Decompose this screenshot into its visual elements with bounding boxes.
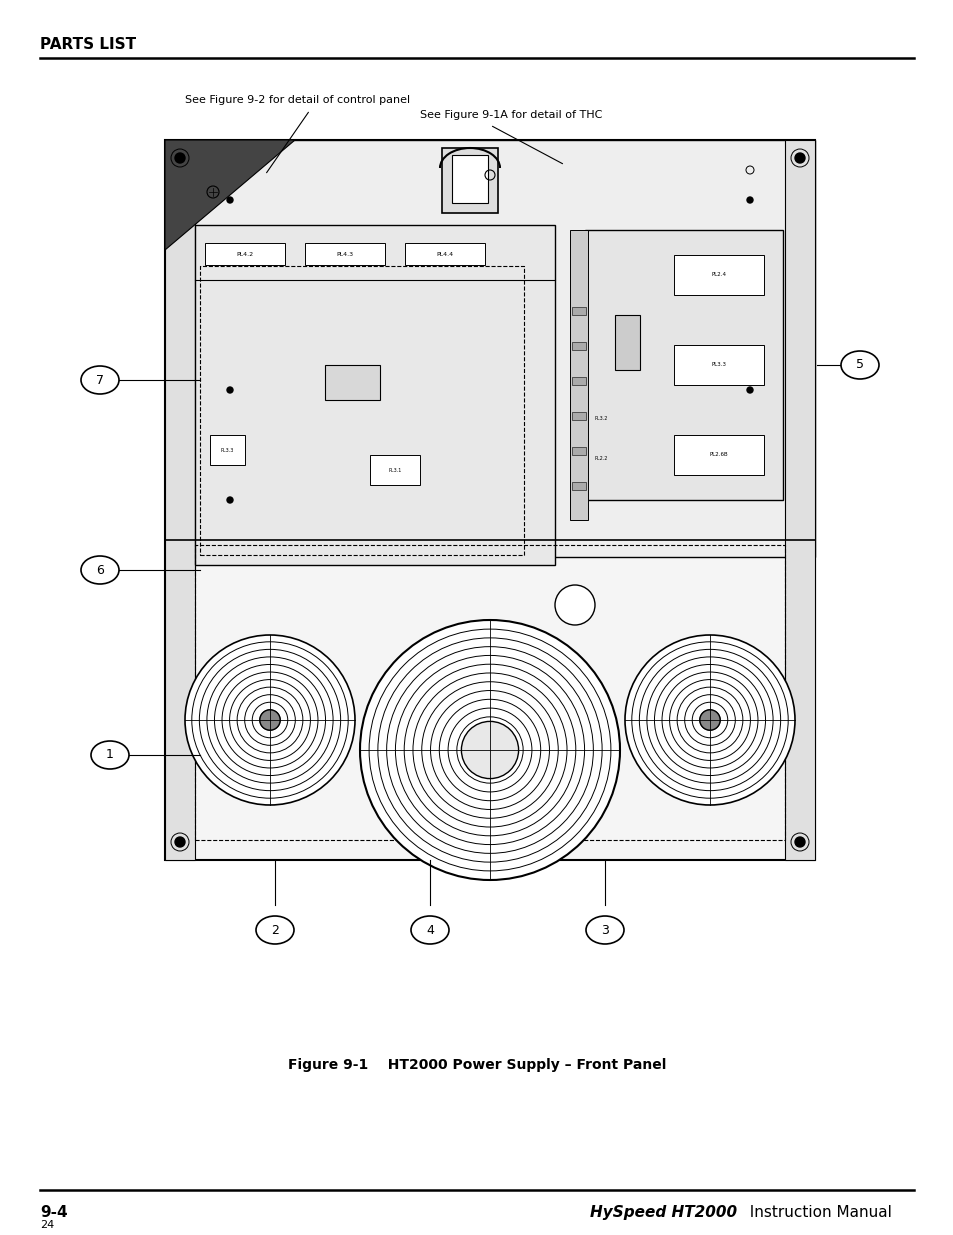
Circle shape (227, 387, 233, 393)
Bar (441, 148, 497, 212)
Bar (405, 243, 484, 266)
Text: PARTS LIST: PARTS LIST (40, 37, 136, 52)
Bar (194, 545, 784, 840)
Bar (784, 140, 814, 860)
Text: PL2.4: PL2.4 (711, 273, 726, 278)
Text: PL3.2: PL3.2 (595, 416, 608, 421)
Text: 6: 6 (96, 563, 104, 577)
Circle shape (624, 635, 794, 805)
Text: PL2.2: PL2.2 (595, 456, 608, 461)
Ellipse shape (81, 366, 119, 394)
Text: See Figure 9-2 for detail of control panel: See Figure 9-2 for detail of control pan… (185, 95, 410, 105)
Text: PL4.2: PL4.2 (236, 252, 253, 257)
Circle shape (746, 198, 752, 203)
Bar (305, 243, 385, 266)
Bar (569, 230, 587, 520)
Text: 5: 5 (855, 358, 863, 372)
Circle shape (174, 153, 185, 163)
Text: PL3.3: PL3.3 (711, 363, 726, 368)
Text: 24: 24 (40, 1220, 54, 1230)
Bar (210, 435, 245, 466)
Text: PL2.6B: PL2.6B (709, 452, 728, 457)
Ellipse shape (585, 916, 623, 944)
Circle shape (359, 620, 619, 881)
Text: Figure 9-1    HT2000 Power Supply – Front Panel: Figure 9-1 HT2000 Power Supply – Front P… (288, 1058, 665, 1072)
Bar (584, 230, 782, 500)
Text: PL3.1: PL3.1 (388, 468, 401, 473)
Ellipse shape (81, 556, 119, 584)
Bar (194, 225, 555, 564)
Ellipse shape (411, 916, 449, 944)
Circle shape (461, 721, 518, 778)
Bar (572, 342, 585, 350)
Bar (615, 315, 639, 370)
Bar (674, 254, 763, 295)
Bar (572, 308, 585, 315)
Bar (572, 482, 585, 490)
Ellipse shape (91, 741, 129, 769)
Circle shape (185, 635, 355, 805)
Polygon shape (165, 140, 294, 249)
Text: See Figure 9-1A for detail of THC: See Figure 9-1A for detail of THC (419, 110, 601, 120)
Circle shape (746, 387, 752, 393)
Bar (674, 435, 763, 475)
Text: 1: 1 (106, 748, 113, 762)
Circle shape (227, 198, 233, 203)
Bar (572, 377, 585, 385)
Bar (200, 266, 523, 555)
Circle shape (555, 585, 595, 625)
Circle shape (794, 153, 804, 163)
Bar (205, 243, 285, 266)
Bar (370, 454, 419, 485)
Bar (165, 140, 814, 557)
Ellipse shape (255, 916, 294, 944)
Circle shape (700, 710, 720, 730)
Text: Instruction Manual: Instruction Manual (740, 1205, 891, 1220)
Text: PL4.3: PL4.3 (336, 252, 354, 257)
Circle shape (174, 837, 185, 847)
Bar (674, 345, 763, 385)
Text: 9-4: 9-4 (40, 1205, 68, 1220)
Bar (165, 140, 814, 860)
Bar (572, 447, 585, 454)
Circle shape (794, 837, 804, 847)
Text: HySpeed HT2000: HySpeed HT2000 (589, 1205, 737, 1220)
Text: 7: 7 (96, 373, 104, 387)
Bar (325, 366, 379, 400)
Text: 3: 3 (600, 924, 608, 936)
Circle shape (259, 710, 280, 730)
Circle shape (227, 496, 233, 503)
Text: PL4.4: PL4.4 (436, 252, 453, 257)
Bar (165, 140, 194, 860)
Bar (452, 156, 488, 203)
Text: 4: 4 (426, 924, 434, 936)
Text: 2: 2 (271, 924, 278, 936)
Bar (572, 412, 585, 420)
Text: PL3.3: PL3.3 (220, 447, 233, 452)
Ellipse shape (841, 351, 878, 379)
